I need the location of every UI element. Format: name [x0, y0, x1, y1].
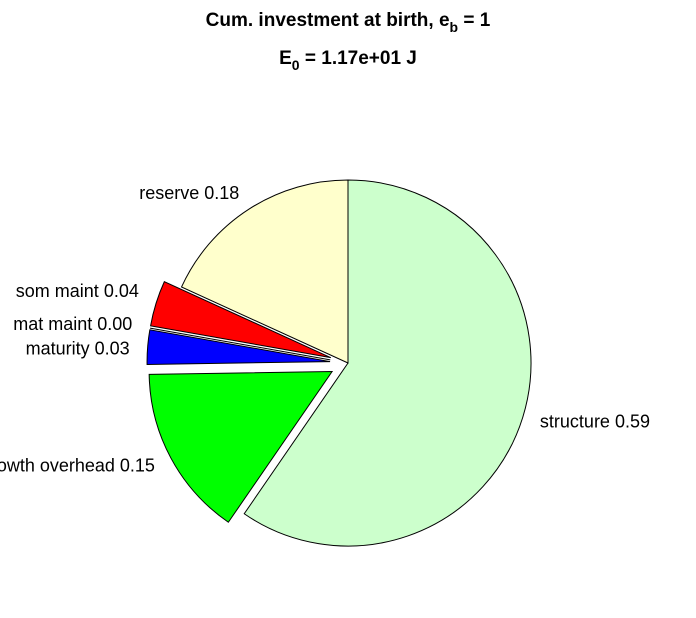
slice-category: structure: [540, 411, 610, 431]
slice-label: mat maint 0.00: [13, 314, 132, 334]
chart-title: Cum. investment at birth, eb = 1: [206, 10, 491, 35]
chart-subtitle: E0 = 1.17e+01 J: [279, 48, 417, 73]
subtitle-text: E: [279, 48, 292, 69]
slice-category: maturity: [26, 338, 90, 358]
slice-category: reserve: [139, 183, 199, 203]
slice-label: reserve 0.18: [139, 183, 239, 203]
pie-slice: [243, 179, 532, 547]
pie-slice: [146, 329, 331, 365]
slice-value: 0.18: [204, 183, 239, 203]
title-text: = 1: [458, 10, 491, 31]
slice-value: 0.04: [104, 281, 139, 301]
slice-category: growth overhead: [0, 455, 115, 475]
slice-value: 0.03: [95, 338, 130, 358]
slice-label: som maint 0.04: [16, 281, 139, 301]
slice-label: growth overhead 0.15: [0, 455, 155, 475]
slice-category: mat maint: [13, 314, 92, 334]
slice-label: structure 0.59: [540, 411, 650, 431]
subtitle-subscript: 0: [292, 57, 300, 73]
title-text: Cum. investment at birth, e: [206, 10, 450, 31]
slice-value: 0.00: [97, 314, 132, 334]
pie-slice: [149, 327, 331, 361]
pie-slice: [148, 370, 334, 523]
pie-slice: [150, 280, 332, 359]
slice-category: som maint: [16, 281, 99, 301]
slice-value: 0.59: [615, 411, 650, 431]
title-subscript: b: [450, 19, 459, 35]
slice-value: 0.15: [120, 455, 155, 475]
slice-label: maturity 0.03: [26, 338, 130, 358]
pie-slice: [180, 179, 349, 364]
subtitle-text: = 1.17e+01 J: [300, 48, 417, 69]
